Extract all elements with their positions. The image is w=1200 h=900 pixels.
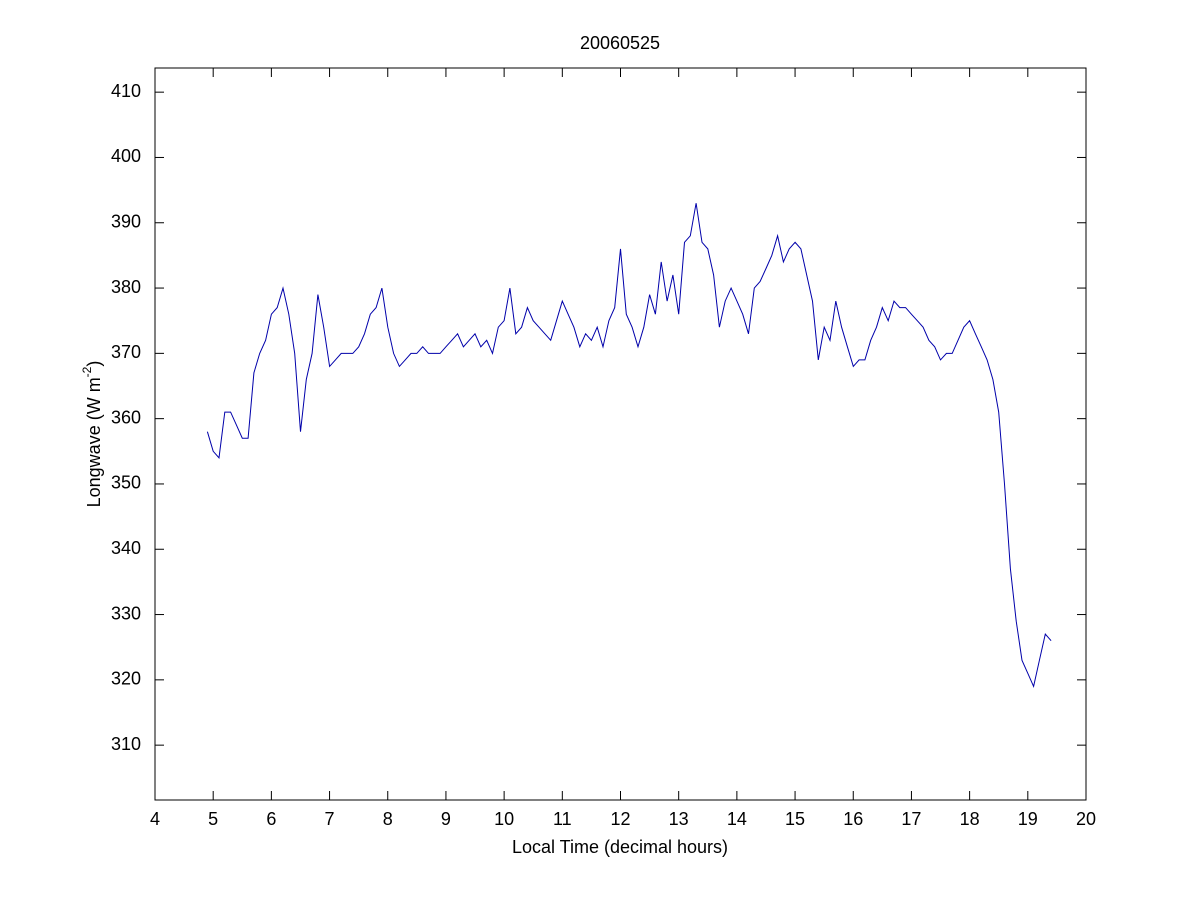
- x-tick-label: 17: [901, 809, 921, 829]
- y-tick-label: 320: [111, 669, 141, 689]
- x-tick-label: 12: [610, 809, 630, 829]
- x-tick-label: 14: [727, 809, 747, 829]
- y-tick-label: 400: [111, 146, 141, 166]
- plot-box: [154, 67, 1087, 801]
- x-tick-label: 16: [843, 809, 863, 829]
- y-label-text: Longwave (W m: [84, 377, 104, 507]
- x-tick-label: 18: [960, 809, 980, 829]
- x-tick-label: 8: [383, 809, 393, 829]
- y-tick-label: 370: [111, 342, 141, 362]
- x-axis-label: Local Time (decimal hours): [512, 837, 728, 857]
- x-tick-label: 11: [553, 809, 572, 829]
- chart-title: 20060525: [580, 33, 660, 53]
- data-line: [206, 203, 1052, 688]
- x-tick-label: 10: [494, 809, 514, 829]
- y-tick-label: 350: [111, 473, 141, 493]
- y-tick-label: 380: [111, 277, 141, 297]
- y-tick-label: 410: [111, 81, 141, 101]
- y-label-sup: -2: [80, 366, 94, 377]
- x-tick-label: 4: [150, 809, 160, 829]
- x-tick-label: 19: [1018, 809, 1038, 829]
- y-axis-label: Longwave (W m-2): [80, 361, 104, 508]
- x-tick-label: 13: [669, 809, 689, 829]
- y-tick-label: 340: [111, 538, 141, 558]
- x-tick-label: 9: [441, 809, 451, 829]
- x-tick-label: 20: [1076, 809, 1096, 829]
- x-tick-label: 7: [325, 809, 335, 829]
- x-tick-label: 15: [785, 809, 805, 829]
- y-tick-label: 310: [111, 734, 141, 754]
- y-label-end: ): [84, 361, 104, 367]
- y-tick-label: 390: [111, 212, 141, 232]
- y-tick-label: 330: [111, 603, 141, 623]
- y-tick-label: 360: [111, 407, 141, 427]
- x-tick-label: 6: [266, 809, 276, 829]
- x-tick-label: 5: [208, 809, 218, 829]
